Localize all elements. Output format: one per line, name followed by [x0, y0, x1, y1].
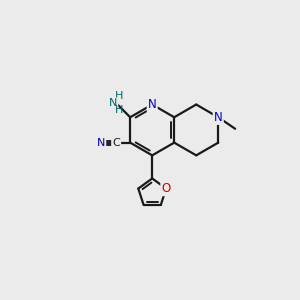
Text: O: O [161, 182, 171, 195]
Text: N: N [214, 111, 223, 124]
Text: N: N [97, 138, 105, 148]
Text: H: H [115, 105, 123, 115]
Text: N: N [109, 98, 118, 108]
Text: C: C [112, 138, 120, 148]
Text: H: H [115, 92, 123, 101]
Text: N: N [148, 98, 157, 111]
